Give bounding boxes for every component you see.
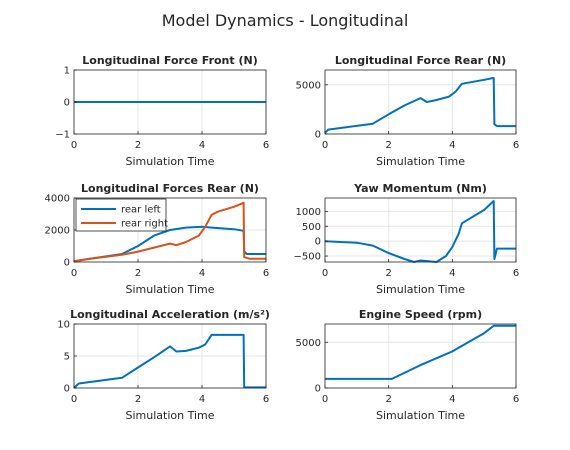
figure-suptitle: Model Dynamics - Longitudinal [162,11,409,30]
x-tick-label: 2 [385,268,391,279]
y-tick-label: 0 [315,237,321,248]
x-tick-label: 4 [199,394,205,405]
y-tick-label: 5000 [296,80,321,91]
legend-label: rear left [121,205,161,216]
x-tick-label: 2 [135,394,141,405]
y-tick-label: 0 [64,384,70,395]
x-tick-label: 6 [513,140,519,151]
x-tick-label: 0 [71,268,77,279]
chart-title: Engine Speed (rpm) [359,308,482,321]
y-tick-label: −500 [294,252,321,263]
x-tick-label: 4 [449,140,455,151]
y-tick-label: 0 [64,258,70,269]
chart-title: Longitudinal Force Rear (N) [335,54,506,67]
x-axis-label: Simulation Time [125,283,214,296]
x-tick-label: 6 [513,268,519,279]
x-tick-label: 6 [513,394,519,405]
y-tick-label: 1000 [296,207,321,218]
x-tick-label: 4 [199,140,205,151]
legend-box [75,198,167,232]
series-line [73,201,266,263]
axes-box [324,69,517,135]
y-tick-label: 500 [302,222,321,233]
y-tick-label: 5000 [296,338,321,349]
x-tick-label: 2 [385,394,391,405]
y-tick-label: 5 [64,352,70,363]
legend-label: rear right [121,219,168,230]
chart-panel: 0 2 4 6 0 5000 Longitudinal Force Rear (N) Simu… [296,54,520,168]
x-axis-label: Simulation Time [125,155,214,168]
chart-title: Longitudinal Force Front (N) [82,54,257,67]
y-tick-label: 0 [315,130,321,141]
plot-area [325,324,516,388]
x-tick-label: 4 [449,268,455,279]
x-axis-label: Simulation Time [125,409,214,422]
x-tick-label: 4 [449,394,455,405]
x-axis-label: Simulation Time [376,409,465,422]
y-tick-label: 10 [57,320,70,331]
x-tick-label: 2 [135,268,141,279]
series-line [325,324,516,380]
y-tick-label: 4000 [45,194,70,205]
axes-box [324,197,517,263]
x-tick-label: 0 [71,140,77,151]
x-tick-label: 0 [322,140,328,151]
y-tick-label: 2000 [45,226,70,237]
x-tick-label: 0 [322,268,328,279]
y-tick-label: −1 [55,130,70,141]
x-tick-label: 4 [199,268,205,279]
chart-panel: 0 2 4 6 0 5000 Engine Speed (rpm) Simulation Ti… [296,308,520,422]
y-tick-label: 1 [64,66,70,77]
axes-box [324,323,517,389]
series-line [73,333,266,389]
x-tick-label: 6 [263,140,269,151]
x-tick-label: 2 [135,140,141,151]
x-tick-label: 2 [385,140,391,151]
chart-title: Longitudinal Forces Rear (N) [81,182,259,195]
series-line [324,76,516,134]
x-tick-label: 6 [263,394,269,405]
chart-panel: 0 2 4 6 0 2000 4000 Longitudinal Forces Rear (N… [45,182,270,296]
series-line [324,200,516,263]
chart-title: Longitudinal Acceleration (m/s²) [70,308,270,321]
y-tick-label: 0 [315,384,321,395]
x-tick-label: 0 [322,394,328,405]
x-tick-label: 0 [71,394,77,405]
x-tick-label: 6 [263,268,269,279]
x-axis-label: Simulation Time [376,155,465,168]
y-tick-label: 0 [64,98,70,109]
chart-title: Yaw Momentum (Nm) [353,182,487,195]
x-axis-label: Simulation Time [376,283,465,296]
